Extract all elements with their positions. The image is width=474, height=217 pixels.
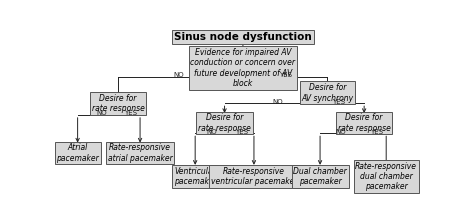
Text: Dual chamber
pacemaker: Dual chamber pacemaker: [293, 167, 347, 186]
Text: Atrial
pacemaker: Atrial pacemaker: [56, 143, 99, 163]
Text: Desire for
rate response: Desire for rate response: [337, 113, 391, 133]
Text: Desire for
AV synchrony: Desire for AV synchrony: [301, 83, 354, 103]
Text: YES: YES: [124, 110, 137, 116]
Text: Evidence for impaired AV
conduction or concern over
future development of AV
blo: Evidence for impaired AV conduction or c…: [191, 48, 295, 88]
Text: Desire for
rate response: Desire for rate response: [198, 113, 251, 133]
Text: NO: NO: [96, 110, 107, 116]
Text: Desire for
rate response: Desire for rate response: [91, 94, 145, 113]
Text: NO: NO: [206, 129, 217, 135]
Text: YES: YES: [332, 99, 345, 105]
Text: NO: NO: [335, 129, 346, 135]
Text: NO: NO: [273, 99, 283, 105]
Text: YES: YES: [235, 129, 247, 135]
Text: YES: YES: [279, 72, 292, 78]
Text: YES: YES: [371, 129, 383, 135]
Text: Rate-responsive
dual chamber
pacemaker: Rate-responsive dual chamber pacemaker: [355, 161, 417, 191]
Text: Rate-responsive
ventricular pacemaker: Rate-responsive ventricular pacemaker: [211, 167, 297, 186]
Text: Rate-responsive
atrial pacemaker: Rate-responsive atrial pacemaker: [108, 143, 173, 163]
Text: Sinus node dysfunction: Sinus node dysfunction: [174, 32, 312, 42]
Text: Ventricular
pacemaker: Ventricular pacemaker: [174, 167, 217, 186]
Text: NO: NO: [173, 72, 184, 78]
